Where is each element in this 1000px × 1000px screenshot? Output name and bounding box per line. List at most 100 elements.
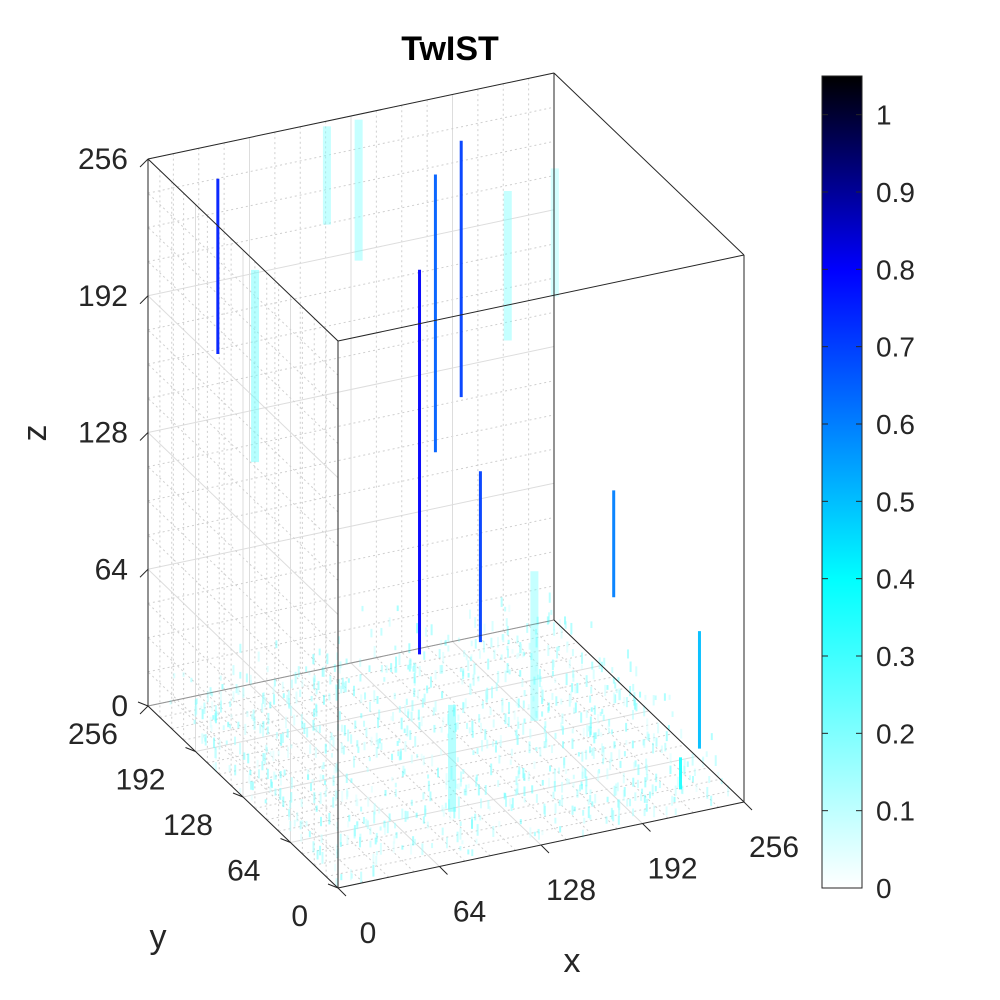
z-tick [139,705,149,715]
floor-point [528,642,531,650]
grid-line [147,397,339,581]
box-edge [553,619,745,803]
floor-point [332,736,335,747]
floor-point [314,747,317,758]
floor-point [388,617,391,627]
floor-point [249,679,252,685]
floor-point [552,791,555,799]
floor-point [589,716,592,729]
floor-point [634,760,637,767]
floor-point [467,849,470,855]
floor-point [462,702,465,709]
z-tick-label: 64 [95,553,128,586]
floor-point [402,765,405,772]
floor-point [589,794,592,803]
floor-point [615,783,618,796]
floor-point [324,743,327,754]
x-tick-label: 64 [453,896,486,929]
floor-point [368,701,371,712]
floor-point [222,725,225,731]
floor-point [552,660,555,668]
floor-point [310,695,313,702]
floor-point [417,690,420,700]
floor-point [237,686,240,695]
floor-point [517,721,520,729]
floor-point [612,810,615,822]
y-tick [280,838,291,843]
floor-point [535,794,538,803]
grid-line [477,635,669,819]
floor-point [398,738,401,743]
floor-point [506,648,509,658]
floor-point [324,791,327,797]
floor-point [522,768,525,779]
floor-point [348,814,351,822]
floor-point [315,726,318,733]
floor-point [307,774,310,781]
floor-point [211,691,214,697]
floor-point [247,753,250,764]
floor-point [373,811,376,824]
floor-point [279,788,282,800]
floor-point [336,652,339,660]
floor-point [319,845,322,856]
floor-point [264,799,267,804]
floor-point [557,767,560,774]
floor-point [483,623,486,633]
floor-point [248,773,251,784]
floor-point [370,786,373,793]
floor-point [459,778,462,787]
x-tick [642,823,651,832]
floor-point [617,815,620,825]
floor-point [265,744,268,751]
floor-point [346,835,349,845]
floor-point [490,763,493,776]
floor-point [591,748,594,756]
floor-point [375,832,378,843]
floor-point [541,711,544,717]
floor-point [374,837,377,845]
floor-point [352,756,355,768]
floor-point [610,807,613,820]
floor-point [336,849,339,859]
floor-point [469,609,472,619]
floor-point [334,863,337,872]
floor-point [434,670,437,680]
floor-point [346,788,349,800]
floor-point [195,703,198,715]
floor-point [481,701,484,709]
floor-point [547,707,550,713]
floor-point [306,727,309,738]
floor-point [209,687,212,696]
floor-point [332,775,335,786]
floor-point [201,709,204,720]
floor-point [289,821,292,832]
floor-point [416,753,419,759]
floor-point [646,731,649,741]
floor-point [516,653,519,659]
floor-point [554,732,557,739]
floor-point [384,789,387,797]
z-axis-label: z [16,425,54,442]
y-tick-label: 64 [227,855,260,888]
floor-point [471,730,474,738]
floor-point [250,714,253,720]
floor-point [379,826,382,831]
floor-point [453,806,456,819]
floor-point [506,663,509,673]
floor-point [622,773,625,784]
floor-point [541,689,544,702]
z-tick-label: 0 [111,690,128,723]
floor-point [633,762,636,769]
floor-point [296,812,299,822]
floor-point [378,807,381,814]
floor-point [363,741,366,751]
floor-point [372,864,375,877]
floor-point [356,740,359,748]
floor-point [515,729,518,739]
floor-point [573,806,576,812]
floor-point [394,666,397,673]
floor-point [479,798,482,809]
floor-point [398,653,401,666]
floor-point [564,616,567,625]
